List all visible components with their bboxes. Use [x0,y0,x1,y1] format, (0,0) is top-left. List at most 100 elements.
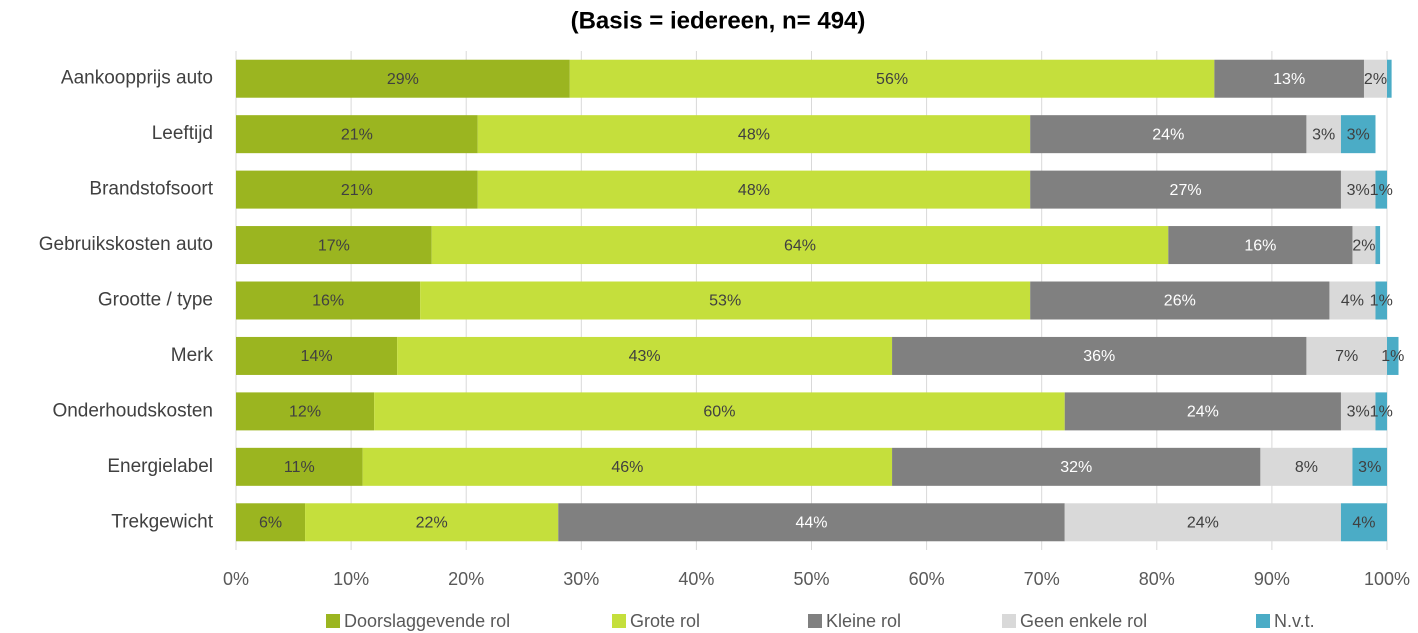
x-tick-label: 20% [448,569,484,589]
bar-segment [1030,281,1330,320]
data-label: 43% [629,348,661,365]
bar-segment [236,503,306,542]
bar-segment [1260,447,1353,486]
x-tick-label: 30% [563,569,599,589]
data-label: 3% [1312,126,1335,143]
data-label: 12% [289,404,321,421]
data-label: 21% [341,182,373,199]
bar-segment [1306,336,1387,375]
legend-swatch [1002,614,1016,628]
data-label: 6% [259,514,282,531]
bar-segment [1340,392,1376,431]
data-label: 3% [1347,182,1370,199]
data-label: 26% [1164,293,1196,310]
bar-segment [1214,59,1364,98]
bar-segment [236,336,398,375]
bar-segment [1329,281,1376,320]
data-label: 24% [1187,514,1219,531]
data-label: 36% [1083,348,1115,365]
bar-segment [236,281,421,320]
x-tick-label: 50% [793,569,829,589]
data-label: 29% [387,71,419,88]
bar-segment [397,336,893,375]
category-label: Grootte / type [98,290,213,311]
data-label: 14% [301,348,333,365]
category-label: Aankoopprijs auto [61,68,213,89]
bar-segment [1387,59,1392,98]
chart-title: (Basis = iedereen, n= 494) [571,7,866,34]
bar-segment [1352,226,1376,265]
bar-segment [477,170,1031,209]
data-label: 11% [284,459,315,476]
data-label: 24% [1152,126,1184,143]
x-tick-label: 80% [1139,569,1175,589]
bar-segment [305,503,559,542]
data-label: 8% [1295,459,1318,476]
legend-swatch [808,614,822,628]
data-label: 4% [1352,514,1375,531]
legend-label: Grote rol [630,611,700,631]
data-label: 13% [1273,71,1305,88]
bar-segment [236,170,478,209]
bar-segment [892,447,1261,486]
legend-swatch [1256,614,1270,628]
bar-segment [1375,281,1387,320]
data-label: 21% [341,126,373,143]
data-label: 24% [1187,404,1219,421]
bar-segment [362,447,893,486]
bar-segment [1030,115,1307,154]
bar-segment [892,336,1307,375]
legend-label: Doorslaggevende rol [344,611,510,631]
data-label: 3% [1347,126,1370,143]
data-label: 17% [318,237,350,254]
data-label: 27% [1170,182,1202,199]
bar-segment [431,226,1169,265]
data-label: 56% [876,71,908,88]
bar-segment [420,281,1031,320]
data-label: 48% [738,182,770,199]
legend-swatch [326,614,340,628]
x-tick-label: 60% [909,569,945,589]
x-tick-label: 100% [1364,569,1410,589]
bar-segment [558,503,1065,542]
data-label: 44% [795,514,827,531]
data-label: 53% [709,293,741,310]
bar-segment [1375,170,1387,209]
legend-label: N.v.t. [1274,611,1315,631]
data-label: 16% [1244,237,1276,254]
bar-segment [1375,392,1387,431]
bar-segment [236,115,478,154]
legend-label: Kleine rol [826,611,901,631]
legend-swatch [612,614,626,628]
bar-segment [1168,226,1353,265]
category-label: Leeftijd [152,123,213,144]
bar-segment [236,226,432,265]
x-tick-label: 70% [1024,569,1060,589]
data-label: 1% [1370,293,1393,310]
bar-segment [236,447,363,486]
x-tick-label: 10% [333,569,369,589]
category-label: Gebruikskosten auto [39,234,213,255]
data-label: 48% [738,126,770,143]
data-label: 60% [703,404,735,421]
data-label: 7% [1335,348,1358,365]
data-label: 46% [611,459,643,476]
category-label: Merk [171,345,214,366]
bar-segment [1387,336,1399,375]
bar-segment [1340,170,1376,209]
bar-segment [1064,392,1341,431]
category-label: Onderhoudskosten [52,400,213,421]
category-label: Brandstofsoort [89,179,213,200]
data-label: 1% [1370,182,1393,199]
data-label: 16% [312,293,344,310]
legend-label: Geen enkele rol [1020,611,1147,631]
bar-segment [1306,115,1341,154]
bar-segment [569,59,1215,98]
bar-segment [1340,503,1387,542]
bar-segment [1030,170,1341,209]
category-label: Energielabel [107,456,213,477]
category-label: Trekgewicht [111,511,213,532]
data-label: 64% [784,237,816,254]
bar-segment [1363,59,1387,98]
x-tick-label: 90% [1254,569,1290,589]
